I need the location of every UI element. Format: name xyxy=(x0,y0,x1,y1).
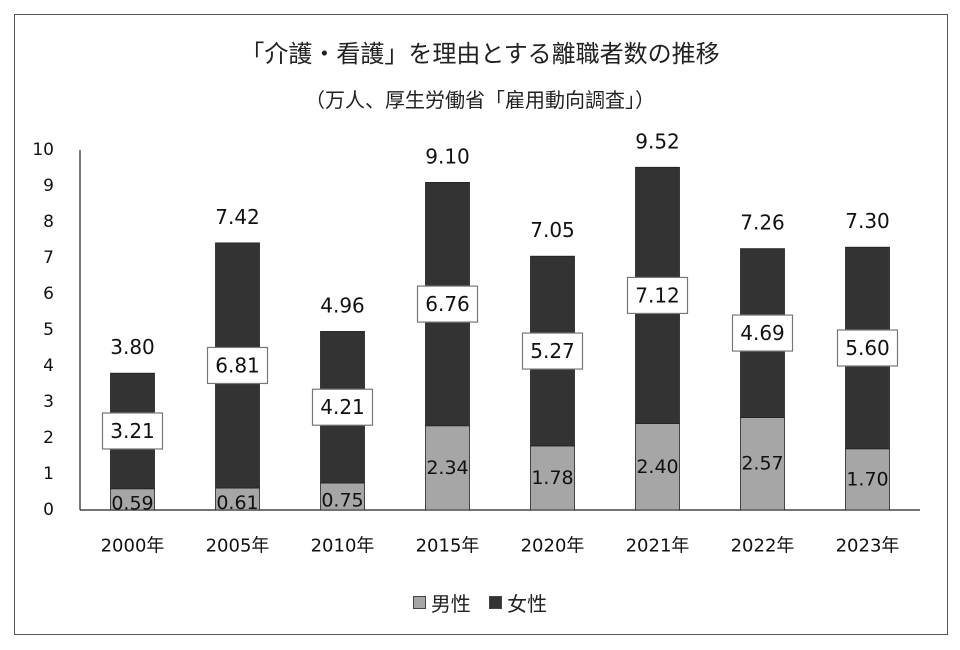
data-label-box-female xyxy=(626,276,689,315)
data-label-total: 9.10 xyxy=(425,144,470,168)
data-label-box-female xyxy=(206,346,269,385)
y-tick-label: 5 xyxy=(43,320,54,340)
data-label-total: 7.42 xyxy=(215,205,260,229)
legend: 男性 女性 xyxy=(0,588,960,617)
data-label-female: 6.81 xyxy=(215,353,260,377)
data-label-box-female xyxy=(731,314,794,352)
bar-male xyxy=(740,417,785,511)
data-label-box-female xyxy=(101,412,164,450)
x-tick-label: 2022年 xyxy=(731,536,795,557)
data-label-total: 7.30 xyxy=(845,209,890,233)
data-label-female: 7.12 xyxy=(635,283,680,307)
data-label-female: 4.69 xyxy=(740,321,785,345)
data-label-male: 0.61 xyxy=(216,492,258,514)
bar-male xyxy=(845,448,890,511)
legend-swatch-male xyxy=(412,596,426,609)
x-tick-label: 2015年 xyxy=(416,536,480,557)
y-tick-label: 9 xyxy=(43,176,54,196)
data-label-male: 2.40 xyxy=(636,456,678,478)
data-label-male: 1.78 xyxy=(531,467,573,489)
data-label-box-female xyxy=(836,329,899,367)
y-tick-label: 10 xyxy=(32,140,54,160)
bar-male xyxy=(635,423,680,511)
y-tick-label: 0 xyxy=(43,500,54,520)
data-label-female: 3.21 xyxy=(110,419,155,443)
data-label-female: 6.76 xyxy=(425,292,470,316)
legend-swatch-female xyxy=(489,596,503,609)
data-label-total: 3.80 xyxy=(110,335,155,359)
bar-male xyxy=(530,445,575,511)
x-tick-label: 2010年 xyxy=(311,536,375,557)
legend-label-male: 男性 xyxy=(430,592,471,616)
x-tick-label: 2020年 xyxy=(521,536,585,557)
chart-subtitle: （万人、厚生労働省「雇用動向調査」） xyxy=(305,88,655,112)
data-label-male: 0.59 xyxy=(111,492,153,514)
data-label-male: 2.34 xyxy=(426,457,468,479)
x-tick-label: 2023年 xyxy=(836,536,900,557)
data-label-female: 5.27 xyxy=(530,339,575,363)
data-label-box-female xyxy=(521,332,584,370)
chart-title: 「介護・看護」を理由とする離職者数の推移 xyxy=(240,40,720,68)
legend-label-female: 女性 xyxy=(507,592,548,616)
y-tick-label: 6 xyxy=(43,284,54,304)
data-label-total: 4.96 xyxy=(320,293,365,317)
data-label-box-female xyxy=(416,285,479,323)
y-tick-label: 4 xyxy=(43,356,54,376)
data-label-total: 7.26 xyxy=(740,211,785,235)
data-label-male: 1.70 xyxy=(846,468,888,490)
x-tick-label: 2000年 xyxy=(101,536,165,557)
x-tick-label: 2005年 xyxy=(206,536,270,557)
data-label-female: 4.21 xyxy=(320,395,365,419)
y-tick-label: 7 xyxy=(43,248,54,268)
y-tick-label: 1 xyxy=(43,464,54,484)
legend-item-male: 男性 xyxy=(412,588,471,617)
chart-frame xyxy=(14,14,948,635)
bar-male xyxy=(425,425,470,511)
y-tick-label: 2 xyxy=(43,428,54,448)
x-tick-label: 2021年 xyxy=(626,536,690,557)
data-label-male: 0.75 xyxy=(321,490,363,512)
data-label-box-female xyxy=(311,388,374,426)
data-label-male: 2.57 xyxy=(741,453,783,475)
data-label-total: 9.52 xyxy=(635,129,680,153)
legend-item-female: 女性 xyxy=(489,588,547,617)
y-tick-label: 8 xyxy=(43,212,54,232)
y-tick-label: 3 xyxy=(43,392,54,412)
data-label-female: 5.60 xyxy=(845,336,890,360)
data-label-total: 7.05 xyxy=(530,218,575,242)
